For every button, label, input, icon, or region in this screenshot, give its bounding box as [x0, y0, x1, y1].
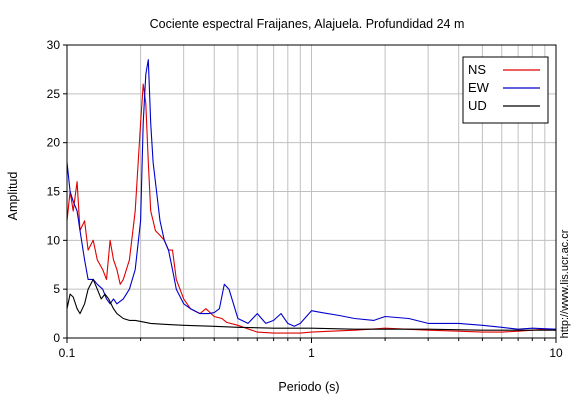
- legend-label: UD: [468, 98, 487, 113]
- axis-ticks: 0 5 10 15 20 25 30 0.1 1 10: [47, 38, 563, 360]
- series-line-ud: [66, 278, 556, 331]
- y-axis-label: Amplitud: [6, 172, 20, 221]
- legend-label: EW: [468, 80, 490, 95]
- x-tick-label: 10: [549, 346, 563, 360]
- y-tick-label: 15: [47, 185, 61, 199]
- y-tick-label: 0: [53, 331, 60, 345]
- y-tick-label: 20: [47, 136, 61, 150]
- x-axis-label: Periodo (s): [278, 380, 339, 394]
- series-line-ew: [66, 59, 557, 330]
- chart-title: Cociente espectral Fraijanes, Alajuela. …: [150, 17, 465, 31]
- y-tick-label: 30: [47, 38, 61, 52]
- website-note: http://www.lis.ucr.ac.cr: [559, 229, 571, 338]
- y-tick-label: 5: [53, 282, 60, 296]
- y-tick-label: 25: [47, 87, 61, 101]
- y-tick-label: 10: [47, 233, 61, 247]
- legend: NS EW UD: [462, 56, 549, 124]
- series-layer: [66, 59, 557, 334]
- x-tick-label: 0.1: [59, 346, 76, 360]
- legend-box: [462, 56, 549, 124]
- legend-label: NS: [468, 62, 486, 77]
- x-tick-label: 1: [308, 346, 315, 360]
